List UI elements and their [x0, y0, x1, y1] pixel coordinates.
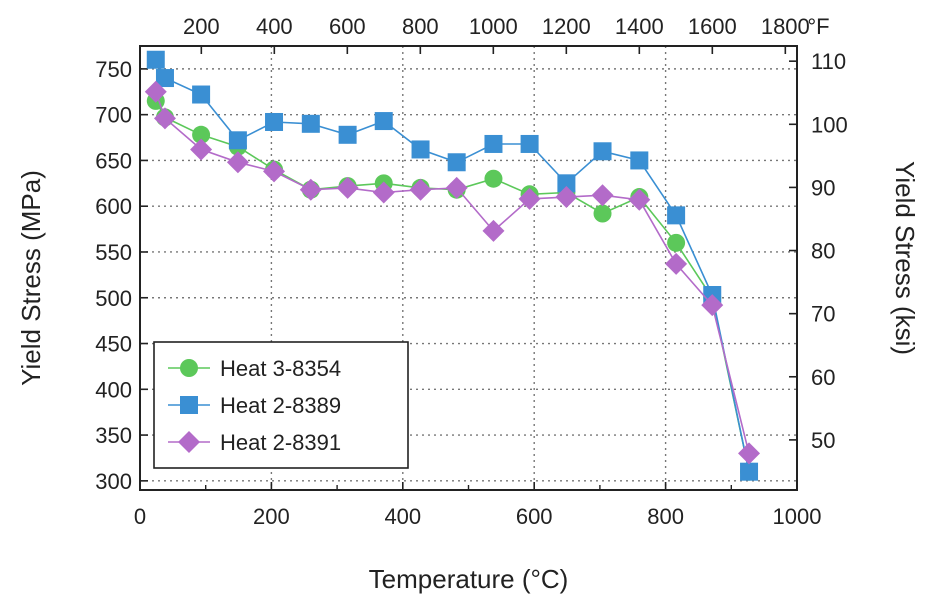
data-point-diamond — [263, 160, 286, 183]
data-point-square — [447, 153, 466, 172]
data-point-diamond — [226, 151, 249, 174]
legend-marker-diamond — [178, 431, 200, 453]
y-tick-label: 500 — [95, 286, 132, 311]
legend-label: Heat 2-8389 — [220, 393, 341, 418]
data-point-diamond — [738, 442, 761, 465]
legend-label: Heat 3-8354 — [220, 356, 341, 381]
y-tick-label: 600 — [95, 194, 132, 219]
legend-marker-square — [180, 396, 198, 414]
data-point-diamond — [336, 176, 359, 199]
data-point-square — [557, 174, 576, 193]
top-tick-label: 600 — [329, 14, 366, 39]
y-axis-title: Yield Stress (MPa) — [16, 170, 46, 386]
top-tick-label: 1200 — [542, 14, 591, 39]
top-tick-label: 1400 — [615, 14, 664, 39]
data-point-square — [192, 85, 211, 104]
data-point-square — [520, 134, 539, 153]
data-point-diamond — [372, 181, 395, 204]
data-point-circle — [593, 204, 612, 223]
y-tick-label: 350 — [95, 423, 132, 448]
legend-label: Heat 2-8391 — [220, 430, 341, 455]
x-tick-label: 400 — [384, 504, 421, 529]
y2-axis-title: Yield Stress (ksi) — [890, 161, 920, 355]
y-tick-label: 300 — [95, 469, 132, 494]
data-point-diamond — [299, 178, 322, 201]
x-tick-label: 1000 — [773, 504, 822, 529]
data-point-diamond — [555, 186, 578, 209]
data-point-diamond — [591, 184, 614, 207]
top-tick-label: 1800 — [761, 14, 810, 39]
data-point-square — [265, 112, 284, 131]
data-point-square — [228, 131, 247, 150]
data-point-square — [630, 151, 649, 170]
top-tick-label: 400 — [256, 14, 293, 39]
data-point-square — [146, 50, 165, 69]
data-point-square — [740, 462, 759, 481]
legend-marker-circle — [180, 359, 198, 377]
legend: Heat 3-8354 Heat 2-8389 Heat 2-8391 — [153, 341, 409, 469]
data-point-diamond — [701, 294, 724, 317]
data-point-circle — [667, 233, 686, 252]
x-tick-label: 800 — [647, 504, 684, 529]
x-tick-label: 600 — [516, 504, 553, 529]
right-tick-label: 110 — [811, 49, 846, 74]
data-point-square — [411, 140, 430, 159]
data-point-diamond — [153, 107, 176, 130]
data-point-diamond — [445, 176, 468, 199]
right-tick-label: 60 — [811, 365, 835, 390]
data-point-square — [374, 112, 393, 131]
data-point-circle — [192, 125, 211, 144]
top-tick-label: 1000 — [469, 14, 518, 39]
data-point-square — [155, 69, 174, 88]
data-point-diamond — [628, 188, 651, 211]
right-tick-label: 100 — [811, 112, 848, 137]
top-tick-label: 200 — [183, 14, 220, 39]
x-tick-label: 200 — [253, 504, 290, 529]
series-diamond — [144, 80, 761, 465]
y-tick-label: 400 — [95, 377, 132, 402]
data-point-square — [667, 206, 686, 225]
x-axis-title: Temperature (°C) — [369, 564, 569, 594]
data-point-diamond — [190, 138, 213, 161]
x-tick-label: 0 — [134, 504, 146, 529]
data-point-diamond — [144, 80, 167, 103]
data-point-diamond — [665, 252, 688, 275]
right-tick-label: 50 — [811, 428, 835, 453]
y-tick-label: 750 — [95, 57, 132, 82]
data-point-square — [338, 125, 357, 144]
data-point-diamond — [518, 187, 541, 210]
top-tick-label: 800 — [402, 14, 439, 39]
y-tick-label: 650 — [95, 148, 132, 173]
data-point-square — [484, 134, 503, 153]
top-tick-label: 1600 — [688, 14, 737, 39]
data-point-square — [301, 114, 320, 133]
data-point-square — [593, 142, 612, 161]
y-tick-label: 700 — [95, 103, 132, 128]
data-point-circle — [484, 169, 503, 188]
top-axis-unit: °F — [807, 14, 829, 39]
data-point-diamond — [409, 178, 432, 201]
y-tick-label: 550 — [95, 240, 132, 265]
right-tick-label: 80 — [811, 239, 835, 264]
y-tick-label: 450 — [95, 332, 132, 357]
right-tick-label: 90 — [811, 175, 835, 200]
data-point-diamond — [482, 219, 505, 242]
right-tick-label: 70 — [811, 302, 835, 327]
